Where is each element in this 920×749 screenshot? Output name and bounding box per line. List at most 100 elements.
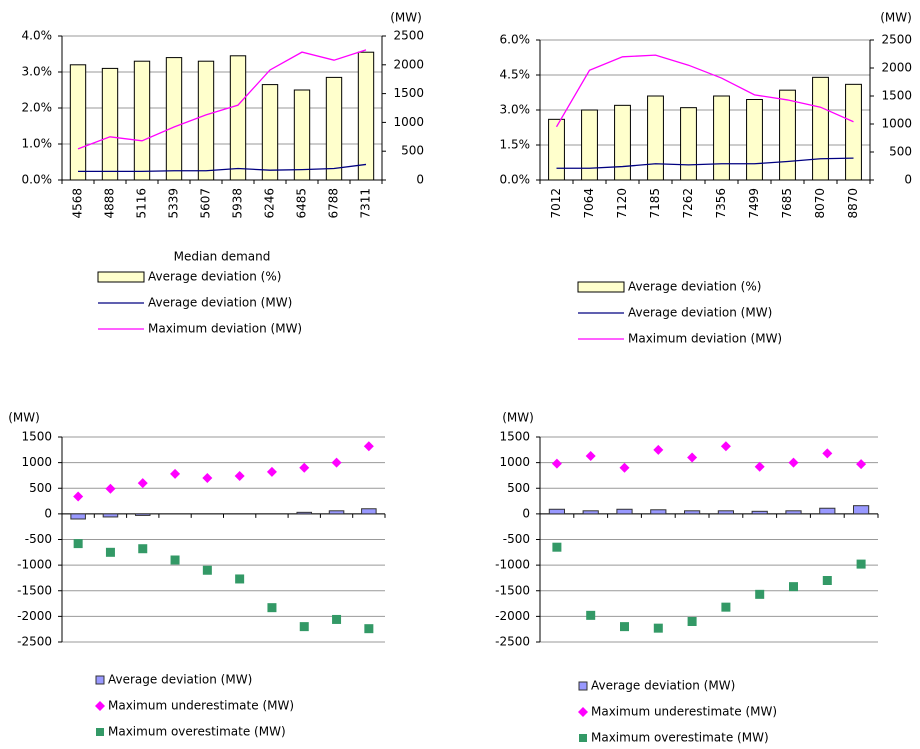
bar <box>680 107 697 181</box>
y2-tick-label: 0 <box>904 173 912 187</box>
x-tick-label: 7499 <box>747 188 761 219</box>
marker <box>267 603 277 613</box>
legend-label: Average deviation (%) <box>148 270 281 284</box>
y-tick-label: 0 <box>522 506 530 520</box>
legend-label: Average deviation (MW) <box>148 296 292 310</box>
marker <box>137 478 148 489</box>
y-tick-label: 500 <box>29 481 52 495</box>
y-tick-label: -500 <box>25 532 52 546</box>
bar <box>361 508 377 515</box>
y-tick-label: 500 <box>507 481 530 495</box>
y-tick-label: 2.0% <box>22 101 53 115</box>
legend-label: Maximum overestimate (MW) <box>108 725 286 739</box>
y2-tick-label: 0 <box>416 173 424 187</box>
bar <box>261 84 279 181</box>
y2-tick-label: 1500 <box>881 89 912 103</box>
bar <box>812 76 829 181</box>
legend-label: Average deviation (%) <box>628 280 761 294</box>
legend-label: Maximum overestimate (MW) <box>591 731 769 745</box>
legend-label: Maximum underestimate (MW) <box>591 705 777 719</box>
legend-swatch <box>579 734 587 742</box>
y-tick-label: 1.0% <box>22 137 53 151</box>
bar <box>293 89 311 181</box>
y-tick-label: -1000 <box>495 558 530 572</box>
marker <box>856 459 867 470</box>
bar <box>133 60 151 181</box>
legend-label: Maximum deviation (MW) <box>628 332 782 346</box>
x-tick-label: 6485 <box>295 188 309 219</box>
bar <box>229 55 247 181</box>
y-tick-label: -500 <box>503 532 530 546</box>
bar <box>70 513 86 520</box>
x-tick-label: 7262 <box>681 188 695 219</box>
bar <box>614 104 631 181</box>
x-tick-label: 4888 <box>103 188 117 219</box>
marker <box>331 457 342 468</box>
legend-swatch <box>95 675 105 685</box>
marker <box>585 450 596 461</box>
y2-axis-title: (MW) <box>390 11 422 25</box>
marker <box>788 457 799 468</box>
legend-label: Average deviation (MW) <box>108 673 252 687</box>
marker <box>363 441 374 452</box>
bar <box>746 99 763 181</box>
bar <box>69 64 87 181</box>
marker <box>266 466 277 477</box>
x-tick-label: 6788 <box>327 188 341 219</box>
marker <box>234 470 245 481</box>
x-tick-label: 5607 <box>199 188 213 219</box>
bar <box>197 60 215 181</box>
y2-tick-label: 1500 <box>393 86 424 100</box>
bar <box>616 508 633 515</box>
marker <box>754 461 765 472</box>
marker <box>170 468 181 479</box>
x-tick-label: 7064 <box>582 188 596 219</box>
y-tick-label: 4.0% <box>22 29 53 43</box>
bar <box>134 513 151 516</box>
marker <box>299 462 310 473</box>
marker <box>552 542 562 552</box>
marker <box>138 544 148 554</box>
legend-swatch <box>95 701 105 711</box>
marker <box>364 624 374 634</box>
x-tick-label: 5339 <box>167 188 181 219</box>
y-tick-label: 6.0% <box>500 33 531 47</box>
y-tick-label: 0 <box>44 506 52 520</box>
marker <box>822 576 832 585</box>
y-tick-label: -2000 <box>17 609 52 623</box>
bar <box>779 89 796 181</box>
marker <box>73 539 83 549</box>
x-axis-title: Median demand <box>174 250 271 264</box>
marker <box>586 610 596 620</box>
y2-tick-label: 500 <box>889 145 912 159</box>
bar <box>683 510 701 515</box>
x-tick-label: 7311 <box>359 188 373 219</box>
marker <box>332 614 342 624</box>
marker <box>299 622 309 632</box>
y-tick-label: 0.0% <box>22 173 53 187</box>
bar <box>785 510 802 515</box>
y-axis-title: (MW) <box>502 411 534 425</box>
legend-label: Maximum deviation (MW) <box>148 322 302 336</box>
bar <box>582 510 599 515</box>
x-tick-label: 7356 <box>714 188 728 219</box>
x-tick-label: 7120 <box>615 188 629 219</box>
bar <box>165 57 183 181</box>
bar <box>845 83 862 181</box>
y2-axis-title: (MW) <box>880 11 912 25</box>
x-tick-label: 8870 <box>846 188 860 219</box>
line <box>555 54 854 128</box>
marker <box>789 582 798 592</box>
x-tick-label: 5116 <box>135 188 149 219</box>
bar <box>717 510 735 515</box>
y-tick-label: 1000 <box>499 455 530 469</box>
bar <box>819 507 836 515</box>
y2-tick-label: 1000 <box>393 115 424 129</box>
bar <box>581 109 598 181</box>
bar <box>102 513 119 518</box>
y-tick-label: -1500 <box>17 583 52 597</box>
y-tick-label: 4.5% <box>500 68 531 82</box>
marker <box>653 623 663 633</box>
y2-tick-label: 500 <box>401 144 424 158</box>
